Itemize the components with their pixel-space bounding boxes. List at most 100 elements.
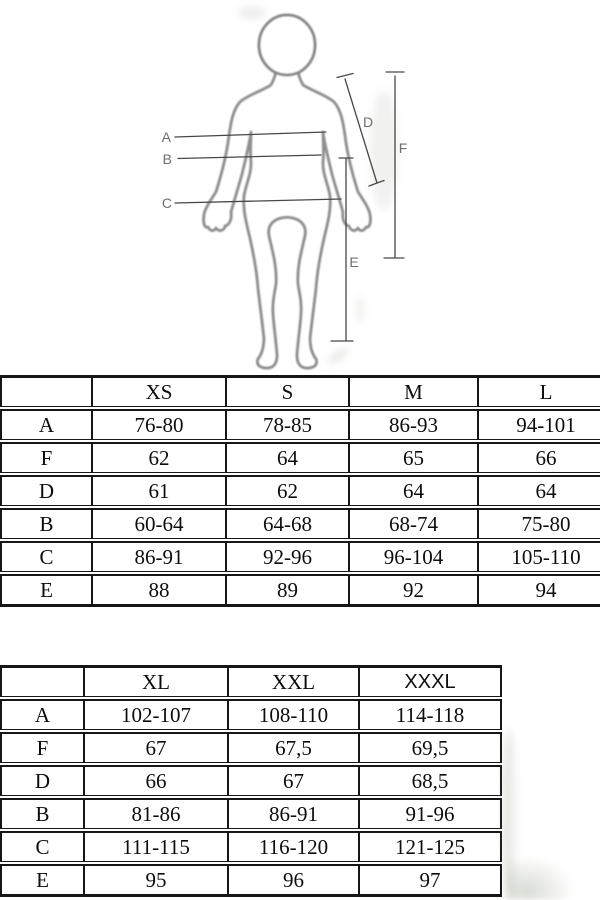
table-row: E 88 89 92 94 — [0, 574, 600, 607]
body-measurement-diagram: A B C D E F — [0, 0, 600, 375]
table-cell: 97 — [360, 864, 502, 897]
body-diagram-svg: A B C D E F — [162, 7, 408, 370]
table-cell: 121-125 — [360, 831, 502, 862]
torso-limbs-outline — [202, 64, 372, 370]
table-cell: 94-101 — [479, 409, 600, 440]
table-cell: 114-118 — [360, 699, 502, 730]
measure-label-b: B — [163, 151, 172, 167]
table-header-cell: XXXL — [360, 665, 502, 697]
table-cell: 86-93 — [350, 409, 479, 440]
table-cell: 108-110 — [229, 699, 360, 730]
table-cell: 86-91 — [93, 541, 227, 572]
table-cell: 60-64 — [93, 508, 227, 539]
table-header-cell: XL — [85, 665, 229, 697]
table-row: A 102-107 108-110 114-118 — [0, 699, 502, 730]
measure-line-e — [330, 157, 354, 342]
table-cell: 94 — [479, 574, 600, 607]
table-cell: 62 — [93, 442, 227, 473]
measure-label-d: D — [363, 114, 373, 130]
table-cell: 96-104 — [350, 541, 479, 572]
row-label-cell: F — [0, 732, 85, 763]
measure-label-f: F — [399, 140, 408, 156]
table-cell: 69,5 — [360, 732, 502, 763]
size-table-xs-l: XS S M L A 76-80 78-85 86-93 94-101 F 62… — [0, 375, 600, 607]
table-cell: 102-107 — [85, 699, 229, 730]
body-outline — [202, 13, 372, 370]
table-header-cell: S — [227, 375, 350, 407]
photo-smudges — [238, 7, 398, 364]
row-label-cell: C — [0, 831, 85, 862]
table-cell: 81-86 — [85, 798, 229, 829]
table-cell: 89 — [227, 574, 350, 607]
table-cell: 96 — [229, 864, 360, 897]
table-cell: 76-80 — [93, 409, 227, 440]
table-row: A 76-80 78-85 86-93 94-101 — [0, 409, 600, 440]
table-cell: 66 — [85, 765, 229, 796]
table-row: C 86-91 92-96 96-104 105-110 — [0, 541, 600, 572]
size-table-xl-xxxl: XL XXL XXXL A 102-107 108-110 114-118 F … — [0, 665, 600, 897]
measurement-labels: A B C D E F — [162, 114, 408, 270]
table-cell: 75-80 — [479, 508, 600, 539]
table-cell: 68,5 — [360, 765, 502, 796]
row-label-cell: E — [0, 574, 93, 607]
table-cell: 88 — [93, 574, 227, 607]
table-cell: 92-96 — [227, 541, 350, 572]
row-label-cell: D — [0, 765, 85, 796]
table-cell: 92 — [350, 574, 479, 607]
table-row: F 62 64 65 66 — [0, 442, 600, 473]
table-cell: 61 — [93, 475, 227, 506]
table-cell: 95 — [85, 864, 229, 897]
row-label-cell: C — [0, 541, 93, 572]
measure-line-f — [383, 71, 405, 259]
measure-label-c: C — [162, 195, 172, 211]
measure-line-b — [177, 154, 322, 160]
measurement-lines — [174, 71, 405, 342]
table-header-cell: XS — [93, 375, 227, 407]
row-label-cell: D — [0, 475, 93, 506]
table-header-cell: L — [479, 375, 600, 407]
table-cell: 65 — [350, 442, 479, 473]
table-header-cell: M — [350, 375, 479, 407]
table-row: B 60-64 64-68 68-74 75-80 — [0, 508, 600, 539]
table-cell: 64 — [350, 475, 479, 506]
measure-line-c — [174, 198, 342, 204]
table-cell: 116-120 — [229, 831, 360, 862]
measure-label-a: A — [162, 129, 172, 145]
table-cell: 64 — [227, 442, 350, 473]
row-label-cell: B — [0, 508, 93, 539]
measure-label-e: E — [349, 254, 358, 270]
table-header-cell: XXL — [229, 665, 360, 697]
measure-line-d — [336, 72, 385, 187]
table-cell: 68-74 — [350, 508, 479, 539]
head-outline — [257, 13, 317, 77]
row-label-cell: B — [0, 798, 85, 829]
row-label-cell: A — [0, 409, 93, 440]
measure-line-a — [174, 131, 327, 138]
table-cell: 64-68 — [227, 508, 350, 539]
table-cell: 67 — [85, 732, 229, 763]
table-cell: 78-85 — [227, 409, 350, 440]
table-row: C 111-115 116-120 121-125 — [0, 831, 502, 862]
table-cell: 111-115 — [85, 831, 229, 862]
table-row: B 81-86 86-91 91-96 — [0, 798, 502, 829]
table-cell: 91-96 — [360, 798, 502, 829]
row-label-cell: E — [0, 864, 85, 897]
row-label-cell: A — [0, 699, 85, 730]
table-cell: 64 — [479, 475, 600, 506]
table-header-cell — [0, 665, 85, 697]
table-header-row: XS S M L — [0, 375, 600, 407]
table-cell: 67,5 — [229, 732, 360, 763]
row-label-cell: F — [0, 442, 93, 473]
table-row: E 95 96 97 — [0, 864, 502, 897]
table-row: F 67 67,5 69,5 — [0, 732, 502, 763]
table-row: D 66 67 68,5 — [0, 765, 502, 796]
table-header-row: XL XXL XXXL — [0, 665, 502, 697]
table-cell: 67 — [229, 765, 360, 796]
table-cell: 62 — [227, 475, 350, 506]
table-cell: 86-91 — [229, 798, 360, 829]
table-cell: 105-110 — [479, 541, 600, 572]
table-header-cell — [0, 375, 93, 407]
table-cell: 66 — [479, 442, 600, 473]
table-row: D 61 62 64 64 — [0, 475, 600, 506]
